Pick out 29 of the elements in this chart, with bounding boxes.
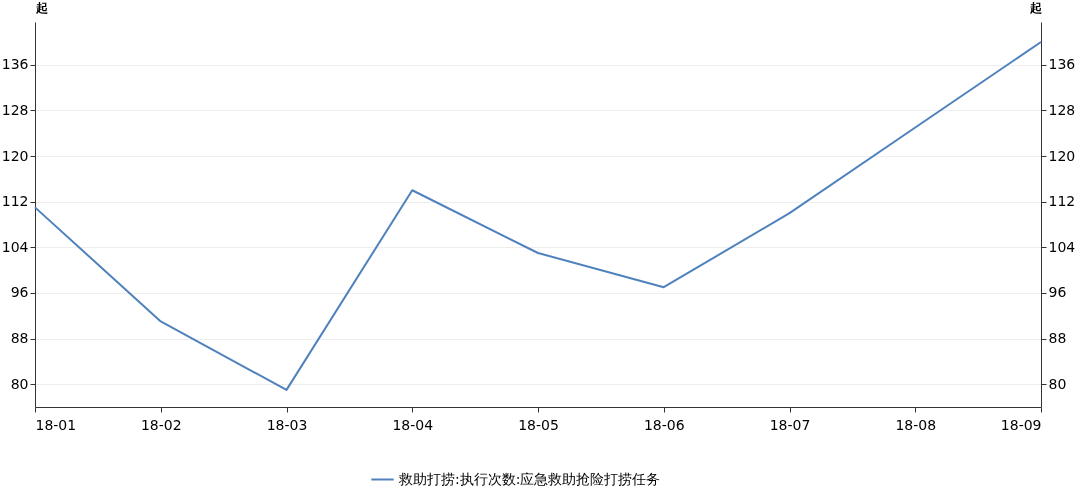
y-tick-label: 104 <box>1 238 29 255</box>
y2-tick-label: 88 <box>1048 330 1067 347</box>
y-axis-title: 起 <box>34 0 48 15</box>
y2-tick-label: 136 <box>1048 56 1076 73</box>
x-tick-label: 18-01 <box>35 416 77 433</box>
y2-tick-label: 112 <box>1048 193 1076 210</box>
y-tick-label: 96 <box>10 284 29 301</box>
line-series <box>34 40 1042 391</box>
legend-label: 救助打捞:执行次数:应急救助抢险打捞任务 <box>398 470 661 487</box>
x-tick-label: 18-09 <box>1000 416 1042 433</box>
x-tick-label: 18-02 <box>140 416 182 433</box>
y-tick-label: 112 <box>1 193 29 210</box>
y-tick-label: 136 <box>1 56 29 73</box>
x-tick-label: 18-08 <box>895 416 937 433</box>
y2-tick-label: 120 <box>1048 147 1076 164</box>
y2-tick-label: 128 <box>1048 101 1076 118</box>
x-tick-label: 18-03 <box>266 416 308 433</box>
y-tick-label: 120 <box>1 147 29 164</box>
y2-tick-label: 80 <box>1048 375 1067 392</box>
x-tick-label: 18-05 <box>518 416 559 433</box>
y2-tick-label: 104 <box>1048 238 1076 255</box>
y-tick-label: 88 <box>10 330 29 347</box>
y-tick-label: 128 <box>1 101 29 118</box>
x-tick-label: 18-06 <box>643 416 685 433</box>
x-tick-label: 18-07 <box>769 416 811 433</box>
y-tick-label: 80 <box>10 375 29 392</box>
y2-tick-label: 96 <box>1048 284 1067 301</box>
y2-axis-title: 起 <box>1028 0 1042 15</box>
x-tick-label: 18-04 <box>392 416 434 433</box>
